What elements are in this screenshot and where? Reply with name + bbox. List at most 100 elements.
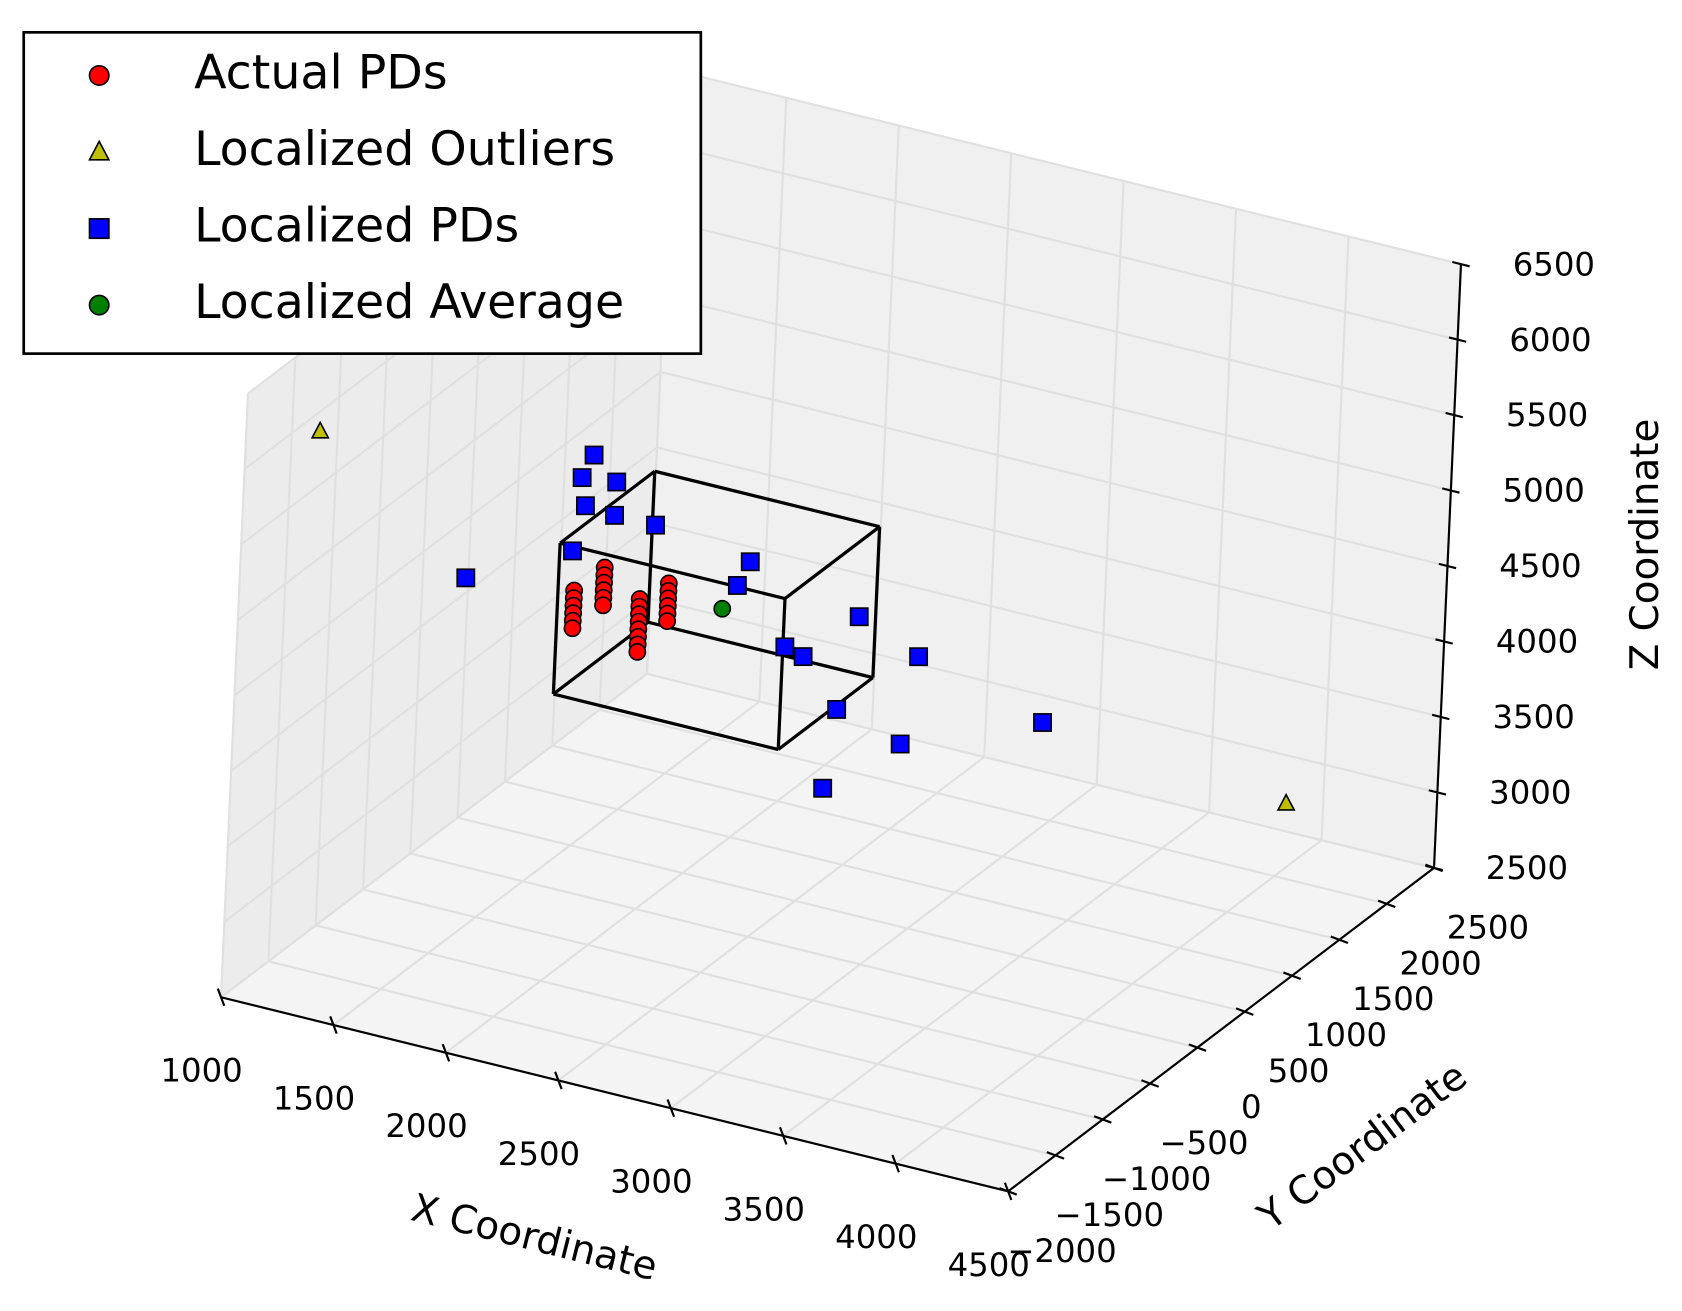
legend-label: Localized PDs xyxy=(194,199,519,254)
point xyxy=(1276,792,1296,811)
point xyxy=(607,472,627,492)
z-axis-label: Z Coordinate xyxy=(1623,419,1668,671)
grid-line xyxy=(653,521,1442,718)
box-edge xyxy=(552,692,779,752)
x-tick-label: 1500 xyxy=(273,1079,355,1117)
point xyxy=(775,637,795,657)
y-tick-label: −1000 xyxy=(1102,1160,1211,1198)
x-tick-label: 3500 xyxy=(723,1190,805,1228)
point xyxy=(827,700,847,719)
point xyxy=(310,420,330,439)
point xyxy=(88,64,110,86)
grid-line xyxy=(268,960,1056,1157)
point xyxy=(584,445,604,465)
z-tick-label: 4500 xyxy=(1499,547,1581,585)
x-axis-line xyxy=(220,996,1009,1193)
point xyxy=(456,568,476,588)
z-tick-label: 5000 xyxy=(1503,472,1585,510)
legend-label: Localized Average xyxy=(194,275,624,330)
grid-line xyxy=(782,811,1210,1137)
grid-line xyxy=(670,783,1098,1110)
point xyxy=(628,643,647,661)
y-tick-label: 2000 xyxy=(1399,944,1481,982)
grid-line xyxy=(895,839,1323,1165)
box-edge xyxy=(784,525,881,600)
point xyxy=(813,778,833,798)
x-tick-label: 2500 xyxy=(498,1135,580,1173)
grid-line xyxy=(650,597,1438,794)
grid-line xyxy=(457,816,1245,1013)
y-tick-label: 1000 xyxy=(1305,1016,1387,1054)
grid-line xyxy=(220,672,648,999)
z-tick-label: 2500 xyxy=(1486,849,1568,887)
z-tick-label: 6000 xyxy=(1509,321,1591,359)
grid-line xyxy=(663,295,1452,492)
grid-line xyxy=(362,888,1151,1085)
legend-box xyxy=(22,30,703,355)
y-tick-label: 500 xyxy=(1268,1052,1330,1090)
grid-line xyxy=(670,144,1458,341)
z-tick-label: 6500 xyxy=(1513,245,1595,283)
grid-line xyxy=(504,780,1293,977)
legend: Actual PDs Localized Outliers Localized PD… xyxy=(22,30,703,355)
grid-line xyxy=(233,371,662,697)
point xyxy=(713,599,732,618)
point xyxy=(740,552,760,572)
point xyxy=(563,541,582,561)
point xyxy=(909,647,929,667)
box-edge xyxy=(871,526,882,678)
grid-line xyxy=(227,522,655,848)
grid-line xyxy=(656,446,1445,643)
box-edge xyxy=(551,543,562,695)
z-tick-label: 5500 xyxy=(1506,396,1588,434)
marks xyxy=(310,420,1296,811)
box-edge xyxy=(646,471,657,623)
grid-line xyxy=(660,370,1448,568)
grid-line xyxy=(445,728,873,1054)
box-edge xyxy=(654,469,881,529)
grid-line xyxy=(552,744,1340,941)
z-tick-label: 3500 xyxy=(1493,698,1575,736)
y-tick-label: 2500 xyxy=(1447,908,1529,946)
z-tick-label: 3000 xyxy=(1489,774,1571,812)
y-tick-label: −500 xyxy=(1160,1124,1249,1162)
y-axis-line xyxy=(1007,867,1435,1193)
point xyxy=(88,218,110,240)
point xyxy=(890,734,910,754)
point xyxy=(646,515,665,535)
point xyxy=(575,496,595,516)
point xyxy=(1033,713,1052,732)
point xyxy=(594,596,612,615)
y-tick-label: 0 xyxy=(1241,1088,1262,1126)
legend-label: Actual PDs xyxy=(194,45,447,100)
point xyxy=(727,576,747,595)
point xyxy=(572,468,592,488)
point xyxy=(605,505,624,525)
point xyxy=(88,294,110,316)
box-edge xyxy=(776,598,787,750)
legend-label: Localized Outliers xyxy=(194,122,615,177)
box-edge xyxy=(559,541,786,601)
axes: 10001500200025003000350040004500−2000−15… xyxy=(160,245,1595,1283)
grid-line xyxy=(315,924,1104,1121)
grid-line xyxy=(599,708,1387,905)
point xyxy=(563,619,582,638)
point xyxy=(658,612,677,630)
x-tick-label: 4500 xyxy=(948,1246,1030,1284)
z-tick-label: 4000 xyxy=(1496,623,1578,661)
y-tick-label: 1500 xyxy=(1352,980,1434,1018)
point xyxy=(793,647,813,667)
grid-line xyxy=(410,852,1198,1049)
grid-line xyxy=(223,597,651,923)
grid-line xyxy=(646,672,1435,869)
point xyxy=(88,139,111,161)
grid-line xyxy=(666,219,1455,417)
point xyxy=(849,607,869,627)
x-tick-label: 2000 xyxy=(385,1107,467,1145)
x-tick-label: 4000 xyxy=(835,1218,917,1256)
x-tick-label: 3000 xyxy=(610,1163,692,1201)
grid-line xyxy=(557,756,985,1082)
grid-line xyxy=(673,69,1462,266)
grid-line xyxy=(332,700,761,1026)
